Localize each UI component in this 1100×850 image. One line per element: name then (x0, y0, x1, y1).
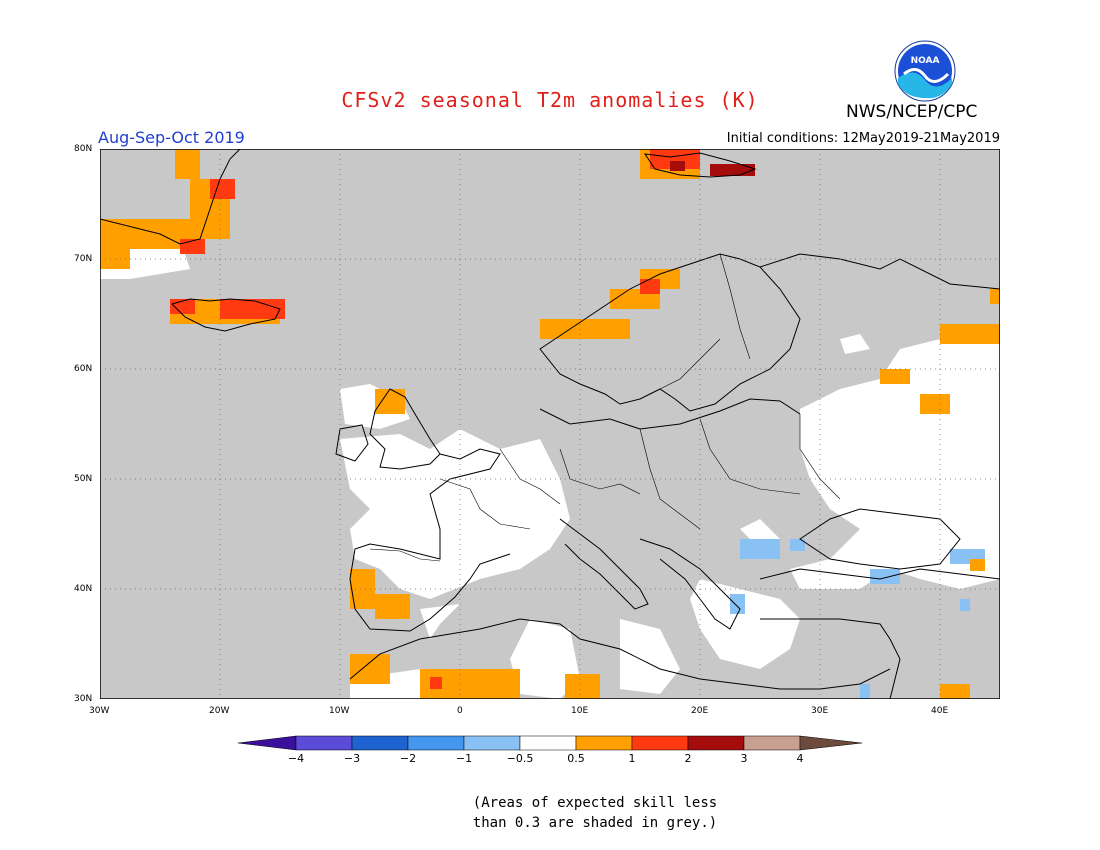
colorbar-label-2: 2 (684, 752, 692, 765)
lon-label-20w: 20W (209, 706, 230, 716)
lon-label-10e: 10E (571, 706, 589, 716)
colorbar-segment-2 (351, 735, 409, 751)
colorbar-label-minus2: −2 (399, 752, 417, 765)
lat-label-60n: 60N (74, 364, 93, 374)
colorbar-label-minus0-5: −0.5 (506, 752, 534, 765)
skill-note-line2: than 0.3 are shaded in grey.) (472, 815, 718, 831)
colorbar-segment-1 (295, 735, 353, 751)
colorbar-label-1: 1 (628, 752, 636, 765)
colorbar-label-minus4: −4 (287, 752, 305, 765)
lon-label-20e: 20E (691, 706, 709, 716)
skill-note-line1: (Areas of expected skill less (472, 795, 718, 811)
colorbar-segment-5 (519, 735, 577, 751)
lon-label-30w: 30W (89, 706, 110, 716)
colorbar-label-minus1: −1 (455, 752, 473, 765)
lat-label-40n: 40N (74, 584, 93, 594)
colorbar-segment-10 (799, 735, 862, 751)
lon-label-10w: 10W (329, 706, 350, 716)
lon-label-40e: 40E (931, 706, 949, 716)
colorbar-label-4: 4 (796, 752, 804, 765)
colorbar (238, 735, 862, 751)
colorbar-label-minus3: −3 (343, 752, 361, 765)
strong-warm-anomaly-cells (170, 149, 700, 689)
colorbar-label-0-5: 0.5 (567, 752, 585, 765)
colorbar-segment-7 (631, 735, 689, 751)
agency-label: NWS/NCEP/CPC (846, 102, 978, 122)
graticule (100, 149, 1000, 699)
lon-label-30e: 30E (811, 706, 829, 716)
colorbar-segment-6 (575, 735, 633, 751)
coastlines (100, 149, 1000, 699)
period-label: Aug-Sep-Oct 2019 (98, 128, 245, 147)
colorbar-segment-8 (687, 735, 745, 751)
lat-label-80n: 80N (74, 144, 93, 154)
colorbar-label-3: 3 (740, 752, 748, 765)
lat-label-50n: 50N (74, 474, 93, 484)
noaa-logo-icon (894, 40, 956, 102)
lon-label-0: 0 (457, 706, 463, 716)
anomaly-map (100, 149, 1000, 699)
colorbar-segment-9 (743, 735, 801, 751)
initial-conditions-label: Initial conditions: 12May2019-21May2019 (726, 131, 1000, 146)
colorbar-segment-3 (407, 735, 465, 751)
logo-text: NOAA (910, 56, 940, 66)
skill-note: (Areas of expected skill less than 0.3 a… (450, 793, 740, 833)
colorbar-segment-0 (238, 735, 297, 751)
lat-label-30n: 30N (74, 694, 93, 704)
colorbar-segment-4 (463, 735, 521, 751)
lat-label-70n: 70N (74, 254, 93, 264)
chart-title: CFSv2 seasonal T2m anomalies (K) (341, 88, 759, 112)
